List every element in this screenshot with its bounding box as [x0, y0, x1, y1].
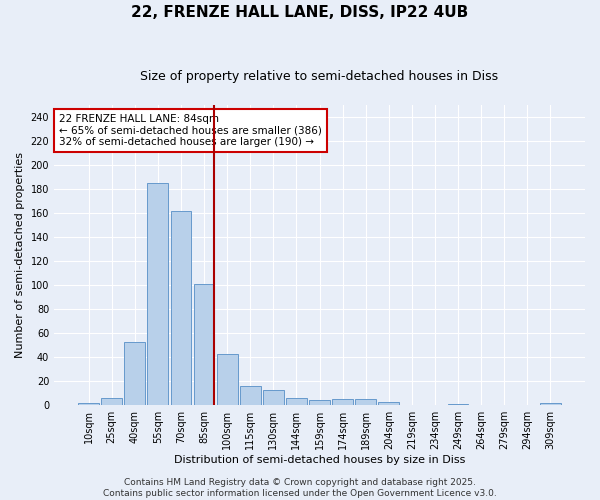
Bar: [78, 403, 99, 405]
Bar: [448, 404, 469, 405]
Bar: [286, 398, 307, 405]
Bar: [194, 284, 214, 405]
Bar: [148, 183, 168, 405]
Bar: [124, 342, 145, 405]
Text: 22, FRENZE HALL LANE, DISS, IP22 4UB: 22, FRENZE HALL LANE, DISS, IP22 4UB: [131, 5, 469, 20]
Bar: [355, 399, 376, 405]
Bar: [263, 390, 284, 405]
Bar: [540, 403, 561, 405]
Bar: [309, 400, 330, 405]
Bar: [332, 399, 353, 405]
Bar: [217, 354, 238, 405]
X-axis label: Distribution of semi-detached houses by size in Diss: Distribution of semi-detached houses by …: [174, 455, 465, 465]
Y-axis label: Number of semi-detached properties: Number of semi-detached properties: [15, 152, 25, 358]
Bar: [170, 210, 191, 405]
Bar: [240, 386, 260, 405]
Text: 22 FRENZE HALL LANE: 84sqm
← 65% of semi-detached houses are smaller (386)
32% o: 22 FRENZE HALL LANE: 84sqm ← 65% of semi…: [59, 114, 322, 147]
Bar: [379, 402, 399, 405]
Title: Size of property relative to semi-detached houses in Diss: Size of property relative to semi-detach…: [140, 70, 499, 83]
Bar: [101, 398, 122, 405]
Text: Contains HM Land Registry data © Crown copyright and database right 2025.
Contai: Contains HM Land Registry data © Crown c…: [103, 478, 497, 498]
